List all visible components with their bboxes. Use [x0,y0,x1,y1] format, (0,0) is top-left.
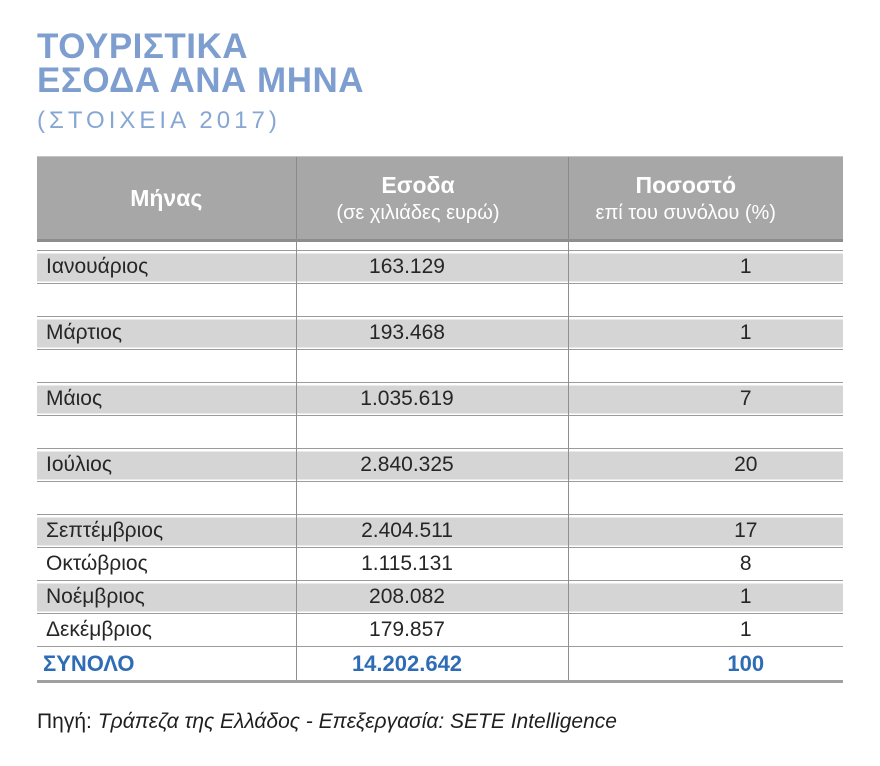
cell-percent: 1 [567,580,843,614]
table-body: Ιανουάριος 163.129 1 Μάρτιος 193.468 1 Μάιος 1.… [37,240,843,683]
table-row: Μάιος 1.035.619 7 [37,382,843,416]
cell-percent: 8 [567,547,843,581]
cell-percent: 1 [567,316,843,350]
spacer-row [37,240,843,251]
blank-cell [295,481,568,515]
table-row: Ιανουάριος 163.129 1 [37,250,843,284]
cell-percent: 17 [567,514,843,548]
blank-cell [37,349,296,383]
cell-percent: 20 [567,448,843,482]
blank-row [37,481,843,515]
blank-cell [567,349,843,383]
blank-cell [37,415,296,449]
cell-month: Νοέμβριος [37,580,296,614]
column-header-percent: Ποσοστό επί του συνόλου (%) [567,156,843,242]
table-row: Δεκέμβριος 179.857 1 [37,613,843,647]
page-title-line1: ΤΟΥΡΙΣΤΙΚΑ [37,27,249,66]
total-row: ΣΥΝΟΛΟ 14.202.642 100 [37,646,843,683]
table-row: Οκτώβριος 1.115.131 8 [37,547,843,581]
cell-revenue: 193.468 [295,316,568,350]
table-row: Ιούλιος 2.840.325 20 [37,448,843,482]
blank-cell [295,415,568,449]
column-header-revenue-title: Εσοδα [381,171,455,198]
table-row: Μάρτιος 193.468 1 [37,316,843,350]
cell-revenue: 1.115.131 [295,547,568,581]
spacer-cell [567,240,843,251]
column-header-revenue: Εσοδα (σε χιλιάδες ευρώ) [295,156,568,242]
blank-cell [567,415,843,449]
cell-revenue: 179.857 [295,613,568,647]
source-prefix: Πηγή: [37,710,92,733]
blank-cell [37,283,296,317]
cell-revenue: 2.404.511 [295,514,568,548]
cell-revenue: 208.082 [295,580,568,614]
blank-row [37,283,843,317]
source-text: Τράπεζα της Ελλάδος - Επεξεργασία: SETE … [97,710,617,733]
blank-row [37,349,843,383]
cell-revenue: 1.035.619 [295,382,568,416]
revenue-table: Μήνας Εσοδα (σε χιλιάδες ευρώ) Ποσοστό ε… [37,156,843,683]
table-header: Μήνας Εσοδα (σε χιλιάδες ευρώ) Ποσοστό ε… [37,156,843,242]
blank-row [37,415,843,449]
cell-month: Ιανουάριος [37,250,296,284]
spacer-cell [37,240,296,251]
spacer-cell [295,240,568,251]
column-header-percent-title: Ποσοστό [635,171,737,198]
blank-cell [295,283,568,317]
table-row: Νοέμβριος 208.082 1 [37,580,843,614]
total-label: ΣΥΝΟΛΟ [37,646,296,683]
cell-month: Σεπτέμβριος [37,514,296,548]
cell-percent: 7 [567,382,843,416]
blank-cell [567,283,843,317]
blank-cell [37,481,296,515]
cell-month: Ιούλιος [37,448,296,482]
cell-revenue: 163.129 [295,250,568,284]
column-header-month-title: Μήνας [130,184,203,211]
cell-revenue: 2.840.325 [295,448,568,482]
cell-month: Δεκέμβριος [37,613,296,647]
page: ΤΟΥΡΙΣΤΙΚΑ ΕΣΟΔΑ ΑΝΑ ΜΗΝΑ (ΣΤΟΙΧΕΙΑ 2017… [37,27,880,734]
total-revenue: 14.202.642 [295,646,568,683]
source-note: Πηγή: Τράπεζα της Ελλάδος - Επεξεργασία: … [37,710,880,734]
column-header-month: Μήνας [37,156,296,242]
cell-month: Μάρτιος [37,316,296,350]
page-title-line2: ΕΣΟΔΑ ΑΝΑ ΜΗΝΑ [37,61,365,100]
page-subtitle: (ΣΤΟΙΧΕΙΑ 2017) [37,107,281,134]
blank-cell [567,481,843,515]
table-row: Σεπτέμβριος 2.404.511 17 [37,514,843,548]
cell-percent: 1 [567,250,843,284]
header-row: Μήνας Εσοδα (σε χιλιάδες ευρώ) Ποσοστό ε… [37,156,843,242]
column-header-percent-subtitle: επί του συνόλου (%) [595,201,776,224]
column-header-revenue-subtitle: (σε χιλιάδες ευρώ) [336,201,500,224]
cell-month: Οκτώβριος [37,547,296,581]
cell-percent: 1 [567,613,843,647]
page-title: ΤΟΥΡΙΣΤΙΚΑ ΕΣΟΔΑ ΑΝΑ ΜΗΝΑ [37,27,880,100]
total-percent: 100 [567,646,843,683]
cell-month: Μάιος [37,382,296,416]
blank-cell [295,349,568,383]
